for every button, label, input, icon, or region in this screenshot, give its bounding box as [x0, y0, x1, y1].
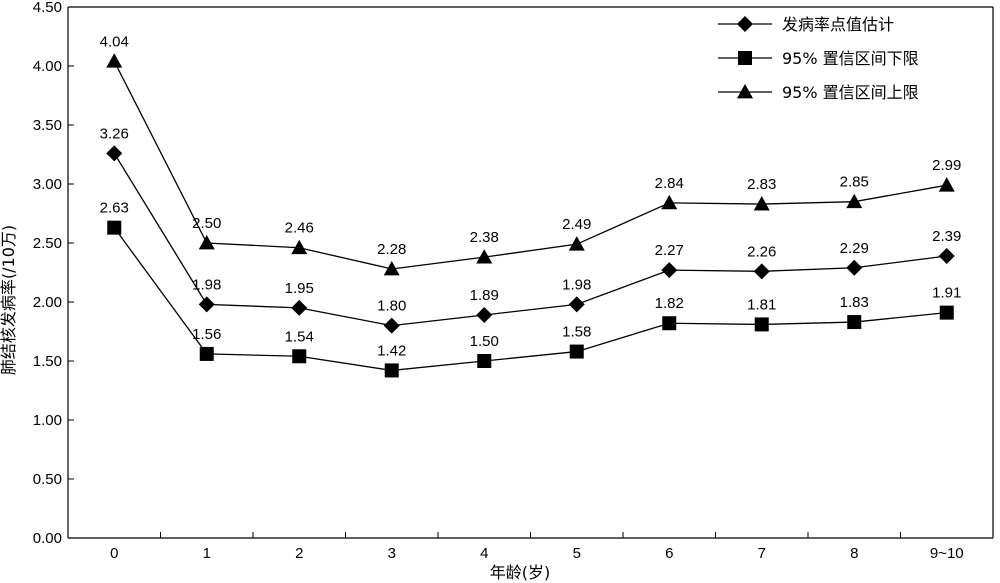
data-point-square [754, 317, 769, 332]
series-layer [106, 53, 955, 378]
data-point-square [662, 316, 677, 331]
data-point-diamond [476, 306, 493, 323]
x-tick-label: 1 [203, 545, 211, 562]
data-point-triangle [846, 193, 863, 209]
data-point-diamond [291, 299, 308, 316]
data-point-square [569, 344, 584, 359]
data-label-triangle: 2.50 [192, 215, 221, 232]
y-tick-label: 3.50 [33, 117, 62, 134]
data-point-square [384, 363, 399, 378]
x-tick-label: 9~10 [930, 545, 964, 562]
series-line-triangle [113, 60, 947, 270]
data-label-square: 1.82 [655, 295, 684, 312]
y-tick-label: 0.00 [33, 530, 62, 547]
data-point-triangle [661, 194, 678, 210]
data-label-diamond: 2.29 [840, 240, 869, 257]
data-label-diamond: 2.39 [932, 228, 961, 245]
data-point-triangle [938, 177, 955, 192]
data-point-triangle [198, 235, 215, 250]
data-label-square: 1.50 [470, 333, 499, 350]
data-label-triangle: 4.04 [100, 33, 129, 50]
data-label-square: 2.63 [100, 200, 129, 217]
data-point-diamond [198, 296, 215, 313]
data-label-square: 1.83 [840, 294, 869, 311]
data-label-triangle: 2.83 [747, 176, 776, 193]
legend-marker-diamond [737, 16, 753, 32]
data-label-diamond: 3.26 [100, 125, 129, 142]
data-point-diamond [846, 259, 863, 276]
data-point-square [477, 354, 492, 368]
data-label-triangle: 2.38 [470, 229, 499, 246]
data-point-triangle [753, 196, 770, 211]
data-point-triangle [383, 260, 400, 276]
data-point-square [939, 305, 954, 320]
y-tick-label: 2.50 [33, 235, 62, 252]
y-tick-label: 4.00 [33, 58, 62, 75]
data-label-square: 1.91 [932, 285, 961, 302]
series-line-diamond [113, 152, 947, 327]
x-axis-title: 年龄(岁) [490, 563, 551, 582]
data-label-diamond: 1.98 [562, 276, 591, 293]
y-tick-label: 0.50 [33, 471, 62, 488]
x-tick-label: 4 [480, 545, 488, 562]
data-point-diamond [568, 296, 585, 313]
y-axis-title: 肺结核发病率(/10万) [0, 225, 18, 375]
series-line-square [113, 227, 947, 372]
data-label-diamond: 1.89 [470, 287, 499, 304]
legend-marker-square [738, 51, 752, 65]
data-label-square: 1.81 [747, 296, 776, 313]
data-point-diamond [106, 145, 123, 162]
data-label-square: 1.54 [285, 328, 314, 345]
data-point-diamond [661, 262, 678, 279]
data-point-square [107, 220, 122, 235]
data-label-diamond: 2.27 [655, 242, 684, 259]
data-label-triangle: 2.49 [562, 216, 591, 233]
legend: 发病率点值估计 95% 置信区间下限 95% 置信区间上限 [718, 15, 919, 102]
data-label-triangle: 2.99 [932, 157, 961, 174]
data-point-triangle [568, 236, 585, 251]
legend-label-triangle: 95% 置信区间上限 [782, 83, 919, 102]
data-point-square [292, 349, 307, 364]
x-tick-label: 8 [850, 545, 858, 562]
data-point-triangle [476, 249, 493, 264]
data-point-diamond [753, 263, 770, 280]
data-label-triangle: 2.84 [655, 175, 684, 192]
data-label-square: 1.56 [192, 326, 221, 343]
legend-label-diamond: 发病率点值估计 [782, 15, 894, 34]
y-tick-label: 1.50 [33, 353, 62, 370]
x-tick-label: 6 [665, 545, 673, 562]
y-tick-label: 4.50 [33, 0, 62, 16]
y-tick-label: 1.00 [33, 412, 62, 429]
data-label-triangle: 2.46 [285, 220, 314, 237]
data-point-square [199, 346, 214, 361]
legend-marker-triangle [737, 84, 753, 99]
data-label-square: 1.42 [377, 342, 406, 359]
x-tick-label: 2 [295, 545, 303, 562]
x-tick-label: 3 [388, 545, 396, 562]
data-point-diamond [938, 247, 955, 264]
data-label-triangle: 2.85 [840, 174, 869, 191]
data-label-diamond: 1.95 [285, 280, 314, 297]
y-tick-label: 3.00 [33, 176, 62, 193]
x-tick-label: 7 [758, 545, 766, 562]
data-label-diamond: 1.98 [192, 276, 221, 293]
x-tick-label: 5 [573, 545, 581, 562]
data-point-square [847, 315, 862, 330]
data-point-triangle [291, 239, 308, 255]
data-labels: 3.26 1.98 1.95 1.80 1.89 1.98 2.27 2.26 2.29 2.39… [100, 33, 962, 359]
x-tick-label: 0 [110, 545, 118, 562]
data-point-triangle [106, 53, 123, 68]
data-label-diamond: 2.26 [747, 243, 776, 260]
axes: 0.00 0.50 1.00 1.50 2.00 2.50 3.00 3.50 4.00 4.50… [33, 0, 994, 562]
data-label-triangle: 2.28 [377, 241, 406, 258]
legend-label-square: 95% 置信区间下限 [782, 49, 919, 68]
data-point-diamond [383, 317, 400, 334]
y-tick-label: 2.00 [33, 294, 62, 311]
data-label-diamond: 1.80 [377, 298, 406, 315]
data-label-square: 1.58 [562, 324, 591, 341]
